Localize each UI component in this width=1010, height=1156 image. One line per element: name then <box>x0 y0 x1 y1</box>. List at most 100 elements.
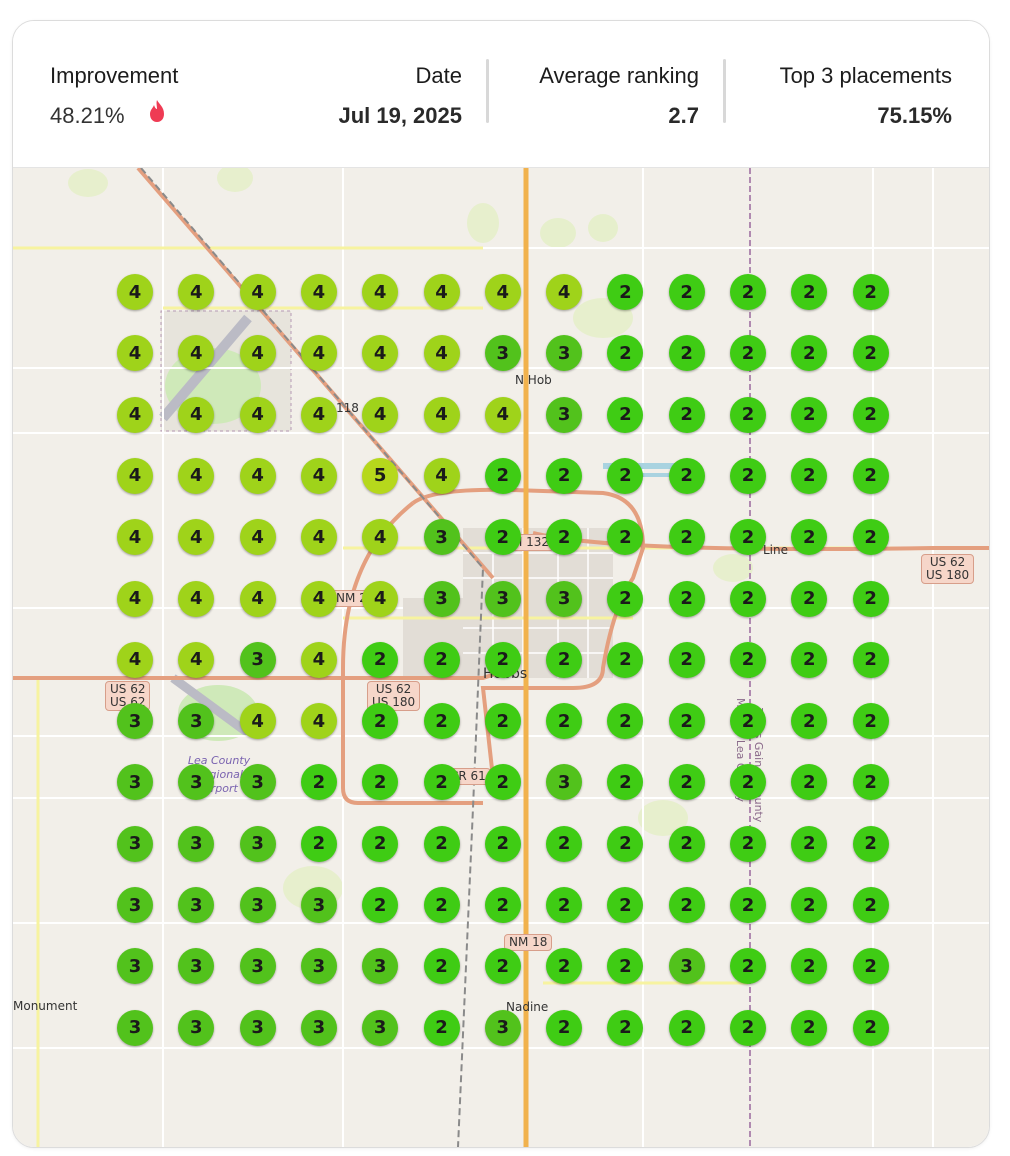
rank-pin[interactable]: 2 <box>607 335 644 372</box>
rank-pin[interactable]: 4 <box>117 457 153 494</box>
rank-pin[interactable]: 2 <box>668 703 705 740</box>
rank-pin[interactable]: 3 <box>239 641 276 678</box>
rank-pin[interactable]: 4 <box>239 457 276 494</box>
rank-pin[interactable]: 2 <box>791 457 828 494</box>
rank-pin[interactable]: 2 <box>791 764 828 801</box>
rank-pin[interactable]: 3 <box>117 1009 153 1046</box>
rank-pin[interactable]: 4 <box>239 703 276 740</box>
rank-pin[interactable]: 2 <box>607 703 644 740</box>
rank-pin[interactable]: 5 <box>362 457 399 494</box>
rank-pin[interactable]: 2 <box>423 703 460 740</box>
rank-pin[interactable]: 4 <box>300 580 337 617</box>
rank-pin[interactable]: 4 <box>178 274 215 310</box>
rank-pin[interactable]: 2 <box>484 703 521 740</box>
rank-pin[interactable]: 2 <box>791 274 828 310</box>
rank-pin[interactable]: 2 <box>607 764 644 801</box>
rank-pin[interactable]: 2 <box>362 703 399 740</box>
rank-pin[interactable]: 3 <box>239 825 276 862</box>
rank-pin[interactable]: 2 <box>484 764 521 801</box>
rank-pin[interactable]: 2 <box>730 825 766 862</box>
rank-pin[interactable]: 2 <box>852 948 889 985</box>
rank-pin[interactable]: 3 <box>423 580 460 617</box>
rank-pin[interactable]: 2 <box>668 825 705 862</box>
rank-pin[interactable]: 2 <box>852 580 889 617</box>
rank-pin[interactable]: 4 <box>178 641 215 678</box>
rank-pin[interactable]: 2 <box>668 335 705 372</box>
rank-pin[interactable]: 3 <box>239 764 276 801</box>
rank-pin[interactable]: 4 <box>300 457 337 494</box>
rank-pin[interactable]: 3 <box>484 1009 521 1046</box>
rank-pin[interactable]: 2 <box>791 1009 828 1046</box>
rank-pin[interactable]: 2 <box>607 825 644 862</box>
rank-pin[interactable]: 2 <box>607 1009 644 1046</box>
rank-pin[interactable]: 2 <box>423 887 460 923</box>
rank-pin[interactable]: 4 <box>239 580 276 617</box>
rank-pin[interactable]: 3 <box>668 948 705 985</box>
rank-pin[interactable]: 3 <box>178 948 215 985</box>
rank-pin[interactable]: 2 <box>668 1009 705 1046</box>
rank-pin[interactable]: 3 <box>546 335 583 372</box>
rank-pin[interactable]: 2 <box>791 335 828 372</box>
rank-pin[interactable]: 2 <box>730 519 766 556</box>
rank-pin[interactable]: 2 <box>791 825 828 862</box>
rank-pin[interactable]: 4 <box>423 396 460 433</box>
rank-pin[interactable]: 2 <box>423 1009 460 1046</box>
rank-pin[interactable]: 2 <box>730 335 766 372</box>
rank-pin[interactable]: 3 <box>546 764 583 801</box>
rank-pin[interactable]: 4 <box>300 703 337 740</box>
rank-pin[interactable]: 2 <box>668 396 705 433</box>
rank-pin[interactable]: 2 <box>546 457 583 494</box>
rank-pin[interactable]: 2 <box>852 764 889 801</box>
rank-pin[interactable]: 2 <box>852 703 889 740</box>
rank-pin[interactable]: 2 <box>607 396 644 433</box>
rank-pin[interactable]: 4 <box>362 335 399 372</box>
rank-pin[interactable]: 3 <box>484 335 521 372</box>
rank-pin[interactable]: 2 <box>607 641 644 678</box>
rank-pin[interactable]: 3 <box>362 1009 399 1046</box>
rank-pin[interactable]: 4 <box>178 457 215 494</box>
rank-pin[interactable]: 4 <box>239 396 276 433</box>
rank-pin[interactable]: 2 <box>730 641 766 678</box>
rank-pin[interactable]: 2 <box>546 948 583 985</box>
rank-pin[interactable]: 2 <box>546 825 583 862</box>
rank-pin[interactable]: 2 <box>668 580 705 617</box>
rank-pin[interactable]: 2 <box>852 519 889 556</box>
rank-pin[interactable]: 2 <box>852 887 889 923</box>
rank-pin[interactable]: 2 <box>730 703 766 740</box>
rank-pin[interactable]: 2 <box>607 457 644 494</box>
rank-pin[interactable]: 2 <box>423 764 460 801</box>
rank-pin[interactable]: 2 <box>668 457 705 494</box>
rank-pin[interactable]: 3 <box>239 887 276 923</box>
rank-pin[interactable]: 2 <box>546 703 583 740</box>
rank-pin[interactable]: 2 <box>423 948 460 985</box>
rank-pin[interactable]: 4 <box>178 335 215 372</box>
rank-pin[interactable]: 2 <box>607 274 644 310</box>
rank-pin[interactable]: 2 <box>791 948 828 985</box>
rank-pin[interactable]: 2 <box>484 519 521 556</box>
rank-pin[interactable]: 4 <box>117 396 153 433</box>
rank-pin[interactable]: 3 <box>300 887 337 923</box>
rank-pin[interactable]: 3 <box>423 519 460 556</box>
rank-pin[interactable]: 2 <box>300 764 337 801</box>
rank-pin[interactable]: 4 <box>117 274 153 310</box>
rank-pin[interactable]: 2 <box>668 519 705 556</box>
rank-pin[interactable]: 2 <box>484 948 521 985</box>
rank-pin[interactable]: 3 <box>178 825 215 862</box>
rank-pin[interactable]: 4 <box>178 519 215 556</box>
rank-pin[interactable]: 3 <box>362 948 399 985</box>
rank-pin[interactable]: 3 <box>300 948 337 985</box>
rank-pin[interactable]: 2 <box>730 764 766 801</box>
rank-pin[interactable]: 4 <box>362 580 399 617</box>
rank-pin[interactable]: 3 <box>239 948 276 985</box>
rank-pin[interactable]: 2 <box>668 764 705 801</box>
rank-pin[interactable]: 4 <box>117 335 153 372</box>
rank-pin[interactable]: 2 <box>607 887 644 923</box>
rank-pin[interactable]: 4 <box>362 519 399 556</box>
rank-pin[interactable]: 2 <box>484 457 521 494</box>
rank-pin[interactable]: 2 <box>423 641 460 678</box>
rank-pin[interactable]: 2 <box>791 641 828 678</box>
rank-pin[interactable]: 2 <box>852 1009 889 1046</box>
map-view[interactable]: 118 N Hob NM 132 Line NM 208 Hobbs US 62… <box>13 168 989 1147</box>
rank-pin[interactable]: 4 <box>239 519 276 556</box>
rank-pin[interactable]: 2 <box>607 948 644 985</box>
